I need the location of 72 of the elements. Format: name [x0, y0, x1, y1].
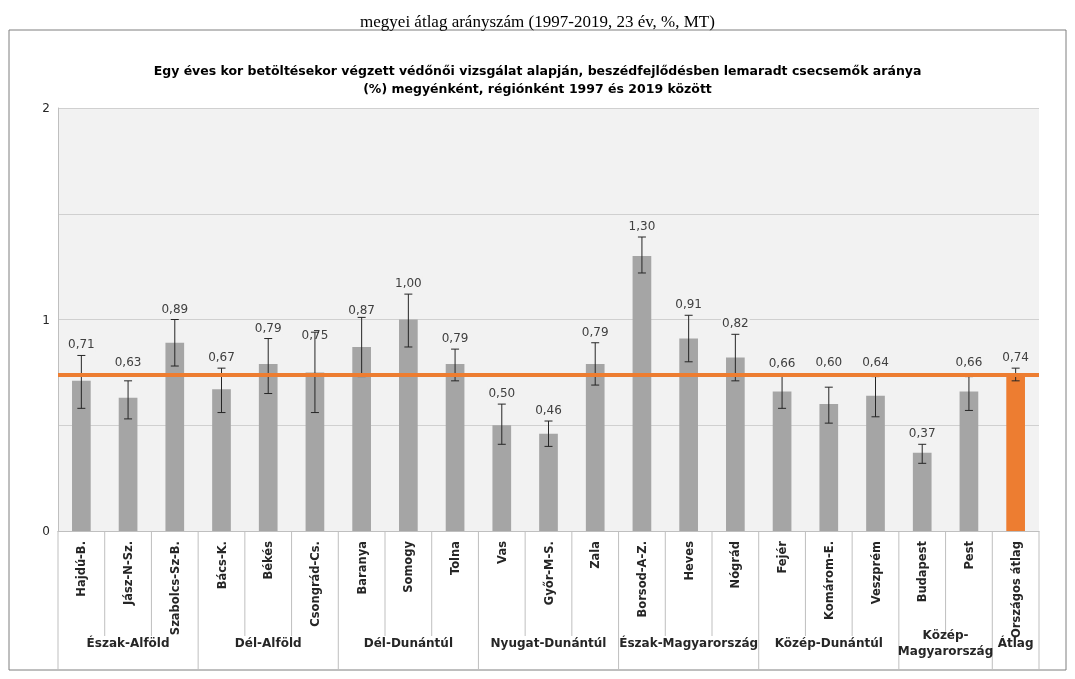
data-label: 0,46	[535, 403, 562, 418]
bar	[212, 389, 231, 531]
data-label: 0,50	[488, 386, 516, 401]
bar	[819, 404, 839, 531]
bar	[585, 363, 605, 531]
x-tick-label: Jász-N-Sz.	[121, 541, 136, 607]
bar	[866, 395, 885, 531]
x-tick-label: Heves	[681, 540, 696, 581]
data-label: 1,00	[395, 276, 422, 291]
bar	[352, 347, 371, 531]
data-label: 0,74	[1002, 350, 1029, 365]
text: Észak-Magyarország	[619, 635, 759, 650]
x-tick-label: Vas	[494, 540, 509, 564]
data-label: 0,91	[675, 297, 702, 312]
x-tick-label: Nógrád	[728, 541, 743, 589]
data-label: 0,71	[68, 337, 95, 352]
text: Nyugat-Dunántúl	[490, 636, 607, 650]
x-tick-label: Budapest	[915, 540, 930, 603]
bar	[772, 391, 792, 531]
data-label: 1,30	[628, 219, 656, 234]
x-tick-label: Csongrád-Cs.	[307, 541, 322, 627]
bar	[258, 363, 278, 531]
bar	[912, 452, 932, 531]
y-tick-label: 2	[42, 101, 50, 115]
x-tick-label: Komárom-E.	[821, 541, 836, 620]
x-tick-label: Baranya	[354, 541, 369, 595]
data-label: 0,37	[908, 426, 936, 441]
text: Közép-Dunántúl	[774, 636, 883, 650]
bar	[445, 363, 465, 531]
x-tick-label: Veszprém	[868, 540, 883, 605]
x-tick-label: Pest	[961, 540, 976, 570]
x-tick-label: Zala	[588, 541, 603, 569]
chart-title: Egy éves kor betöltésekor végzett védőnői vizsgálat alapján, beszédfejlődésben lemaradt csecsemők aránya (%) megyénként, régiónként 1997 és 2019 között	[153, 62, 922, 96]
y-tick-label: 1	[42, 312, 50, 327]
bar	[72, 380, 91, 531]
chart-subtitle: megyei átlag arányszám (1997-2019, 23 év, %, MT)	[360, 12, 715, 31]
bar	[726, 357, 745, 531]
x-tick-label: Szabolcs-Sz-B.	[167, 541, 182, 636]
x-tick-label: Fejér	[775, 540, 790, 574]
bar	[305, 372, 325, 531]
bar	[539, 433, 558, 531]
bar	[399, 319, 418, 531]
x-tick-label: Győr-M-S.	[541, 541, 556, 606]
text: Dél-Dunántúl	[363, 636, 453, 650]
data-label: 0,82	[722, 316, 749, 331]
text: Közép- Magyarország	[897, 628, 994, 658]
data-label: 0,67	[208, 350, 235, 365]
data-label: 0,66	[955, 355, 983, 370]
data-label: 0,60	[815, 355, 843, 370]
x-tick-label: Somogy	[401, 540, 416, 593]
text: Dél-Alföld	[234, 636, 302, 650]
data-label: 0,64	[862, 355, 889, 370]
bar	[632, 256, 652, 531]
text: Észak-Alföld	[86, 635, 170, 650]
x-tick-label: Hajdú-B.	[74, 541, 89, 597]
bar	[959, 391, 979, 531]
data-label: 0,87	[348, 302, 375, 317]
data-label: 0,66	[768, 356, 796, 371]
x-tick-label: Bács-K.	[214, 541, 229, 590]
data-label: 0,79	[254, 320, 282, 335]
bar	[165, 342, 185, 531]
data-label: 0,79	[441, 331, 469, 346]
data-label: 0,63	[114, 355, 142, 370]
bar	[679, 338, 698, 531]
bar	[492, 425, 512, 531]
data-label: 0,89	[161, 301, 189, 316]
data-label: 0,79	[581, 324, 609, 339]
x-tick-label: Békés	[261, 540, 276, 580]
x-tick-label: Tolna	[448, 541, 463, 576]
y-tick-label: 0	[42, 524, 50, 538]
bar	[118, 397, 138, 531]
x-tick-label: Borsod-A-Z.	[634, 541, 649, 618]
